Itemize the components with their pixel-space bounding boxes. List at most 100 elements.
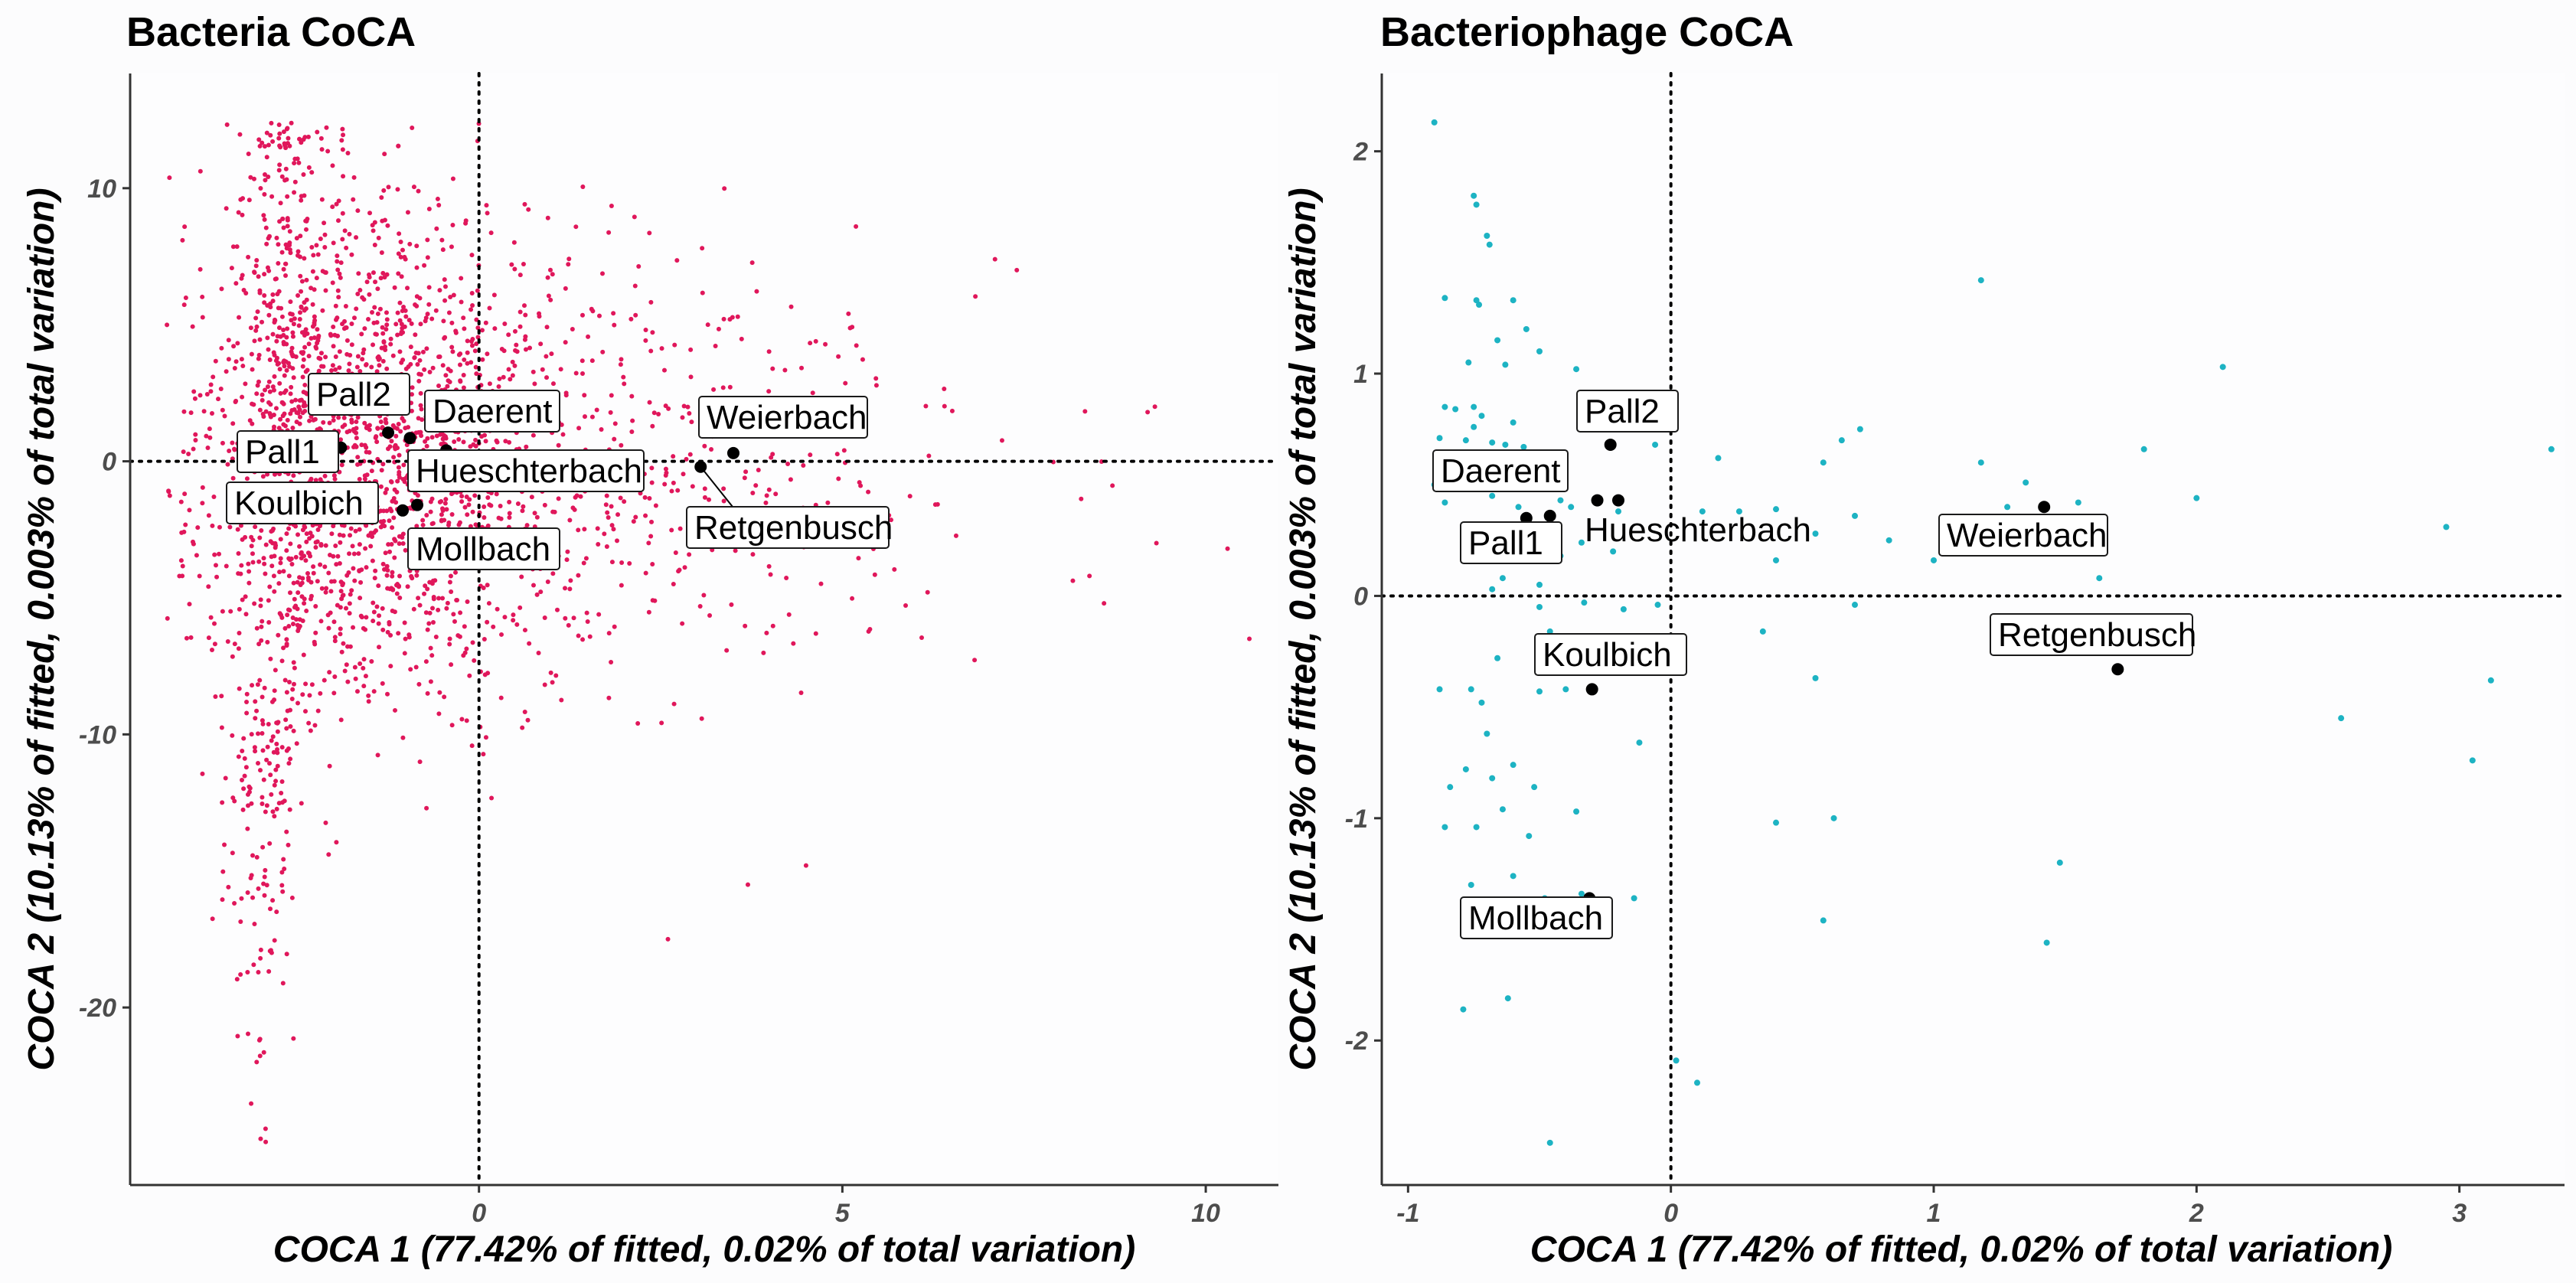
data-point bbox=[612, 624, 617, 629]
data-point bbox=[375, 426, 380, 431]
data-point bbox=[181, 449, 186, 455]
data-point bbox=[860, 357, 865, 362]
data-point bbox=[419, 433, 424, 439]
data-point bbox=[1471, 192, 1477, 199]
data-point bbox=[281, 328, 286, 333]
data-point bbox=[366, 533, 371, 538]
data-point bbox=[226, 884, 231, 890]
data-point bbox=[312, 287, 317, 292]
data-point bbox=[239, 563, 244, 568]
data-point bbox=[280, 216, 286, 221]
data-point bbox=[873, 376, 879, 381]
data-point bbox=[405, 286, 410, 291]
site-label: Koulbich bbox=[226, 482, 379, 524]
data-point bbox=[680, 415, 685, 420]
data-point bbox=[756, 468, 761, 473]
data-point bbox=[788, 477, 793, 482]
data-point bbox=[270, 734, 276, 739]
data-point bbox=[1654, 602, 1661, 609]
data-point bbox=[309, 593, 314, 599]
data-point bbox=[451, 292, 456, 298]
data-point bbox=[447, 579, 452, 585]
data-point bbox=[335, 333, 341, 338]
data-point bbox=[515, 501, 521, 506]
data-point bbox=[647, 230, 652, 236]
data-point bbox=[643, 570, 648, 576]
data-point bbox=[609, 203, 614, 208]
data-point bbox=[410, 126, 415, 131]
data-point bbox=[286, 842, 291, 847]
data-point bbox=[309, 286, 314, 291]
data-point bbox=[249, 732, 254, 737]
data-point bbox=[721, 498, 726, 504]
data-point bbox=[416, 681, 422, 687]
data-point bbox=[360, 295, 365, 300]
data-point bbox=[330, 363, 335, 368]
data-point bbox=[331, 579, 337, 584]
data-point bbox=[609, 560, 615, 565]
data-point bbox=[813, 631, 818, 636]
data-point bbox=[351, 197, 356, 202]
data-point bbox=[243, 594, 248, 599]
data-point bbox=[2140, 446, 2147, 452]
data-point bbox=[309, 170, 315, 175]
data-point bbox=[633, 312, 638, 318]
data-point bbox=[344, 245, 349, 250]
data-point bbox=[425, 237, 430, 243]
data-point bbox=[446, 522, 451, 527]
data-point bbox=[284, 335, 289, 340]
data-point bbox=[414, 243, 420, 249]
data-point bbox=[359, 331, 364, 337]
bacteriophage-x-axis-label: COCA 1 (77.42% of fitted, 0.02% of total… bbox=[1530, 1229, 2392, 1270]
data-point bbox=[191, 389, 197, 394]
data-point bbox=[204, 392, 210, 397]
data-point bbox=[399, 329, 404, 335]
data-point bbox=[770, 452, 775, 457]
data-point bbox=[414, 294, 420, 299]
data-point bbox=[333, 367, 338, 372]
data-point bbox=[228, 609, 233, 614]
data-point bbox=[649, 519, 655, 524]
data-point bbox=[709, 446, 714, 452]
data-point bbox=[1489, 586, 1496, 593]
data-point bbox=[648, 348, 654, 354]
data-point bbox=[702, 486, 707, 491]
data-point bbox=[284, 531, 289, 537]
data-point bbox=[268, 656, 273, 661]
data-point bbox=[384, 366, 390, 371]
data-point bbox=[216, 397, 221, 402]
data-point bbox=[297, 398, 302, 403]
data-point bbox=[973, 294, 978, 299]
data-point bbox=[465, 338, 470, 344]
data-point bbox=[384, 327, 389, 332]
data-point bbox=[646, 609, 651, 615]
data-point bbox=[318, 542, 324, 547]
data-point bbox=[285, 417, 290, 423]
data-point bbox=[2043, 939, 2050, 946]
data-point bbox=[238, 972, 243, 978]
data-point bbox=[249, 534, 254, 540]
data-point bbox=[384, 508, 390, 514]
data-point bbox=[385, 223, 390, 228]
data-point bbox=[389, 439, 394, 444]
data-point bbox=[705, 322, 710, 328]
data-point bbox=[292, 665, 297, 671]
data-point bbox=[380, 561, 386, 566]
data-point bbox=[284, 177, 289, 182]
data-point bbox=[548, 297, 553, 302]
data-point bbox=[279, 745, 285, 750]
data-point bbox=[362, 420, 367, 426]
data-point bbox=[374, 439, 380, 445]
data-point bbox=[263, 225, 269, 230]
data-point bbox=[183, 295, 188, 301]
data-point bbox=[206, 635, 211, 641]
data-point bbox=[635, 720, 641, 726]
data-point bbox=[267, 389, 273, 394]
data-point bbox=[337, 560, 342, 566]
data-point bbox=[355, 292, 361, 297]
data-point bbox=[392, 285, 397, 290]
data-point bbox=[351, 429, 357, 434]
site-label: Mollbach bbox=[407, 527, 560, 570]
data-point bbox=[462, 357, 467, 362]
data-point bbox=[722, 186, 727, 191]
